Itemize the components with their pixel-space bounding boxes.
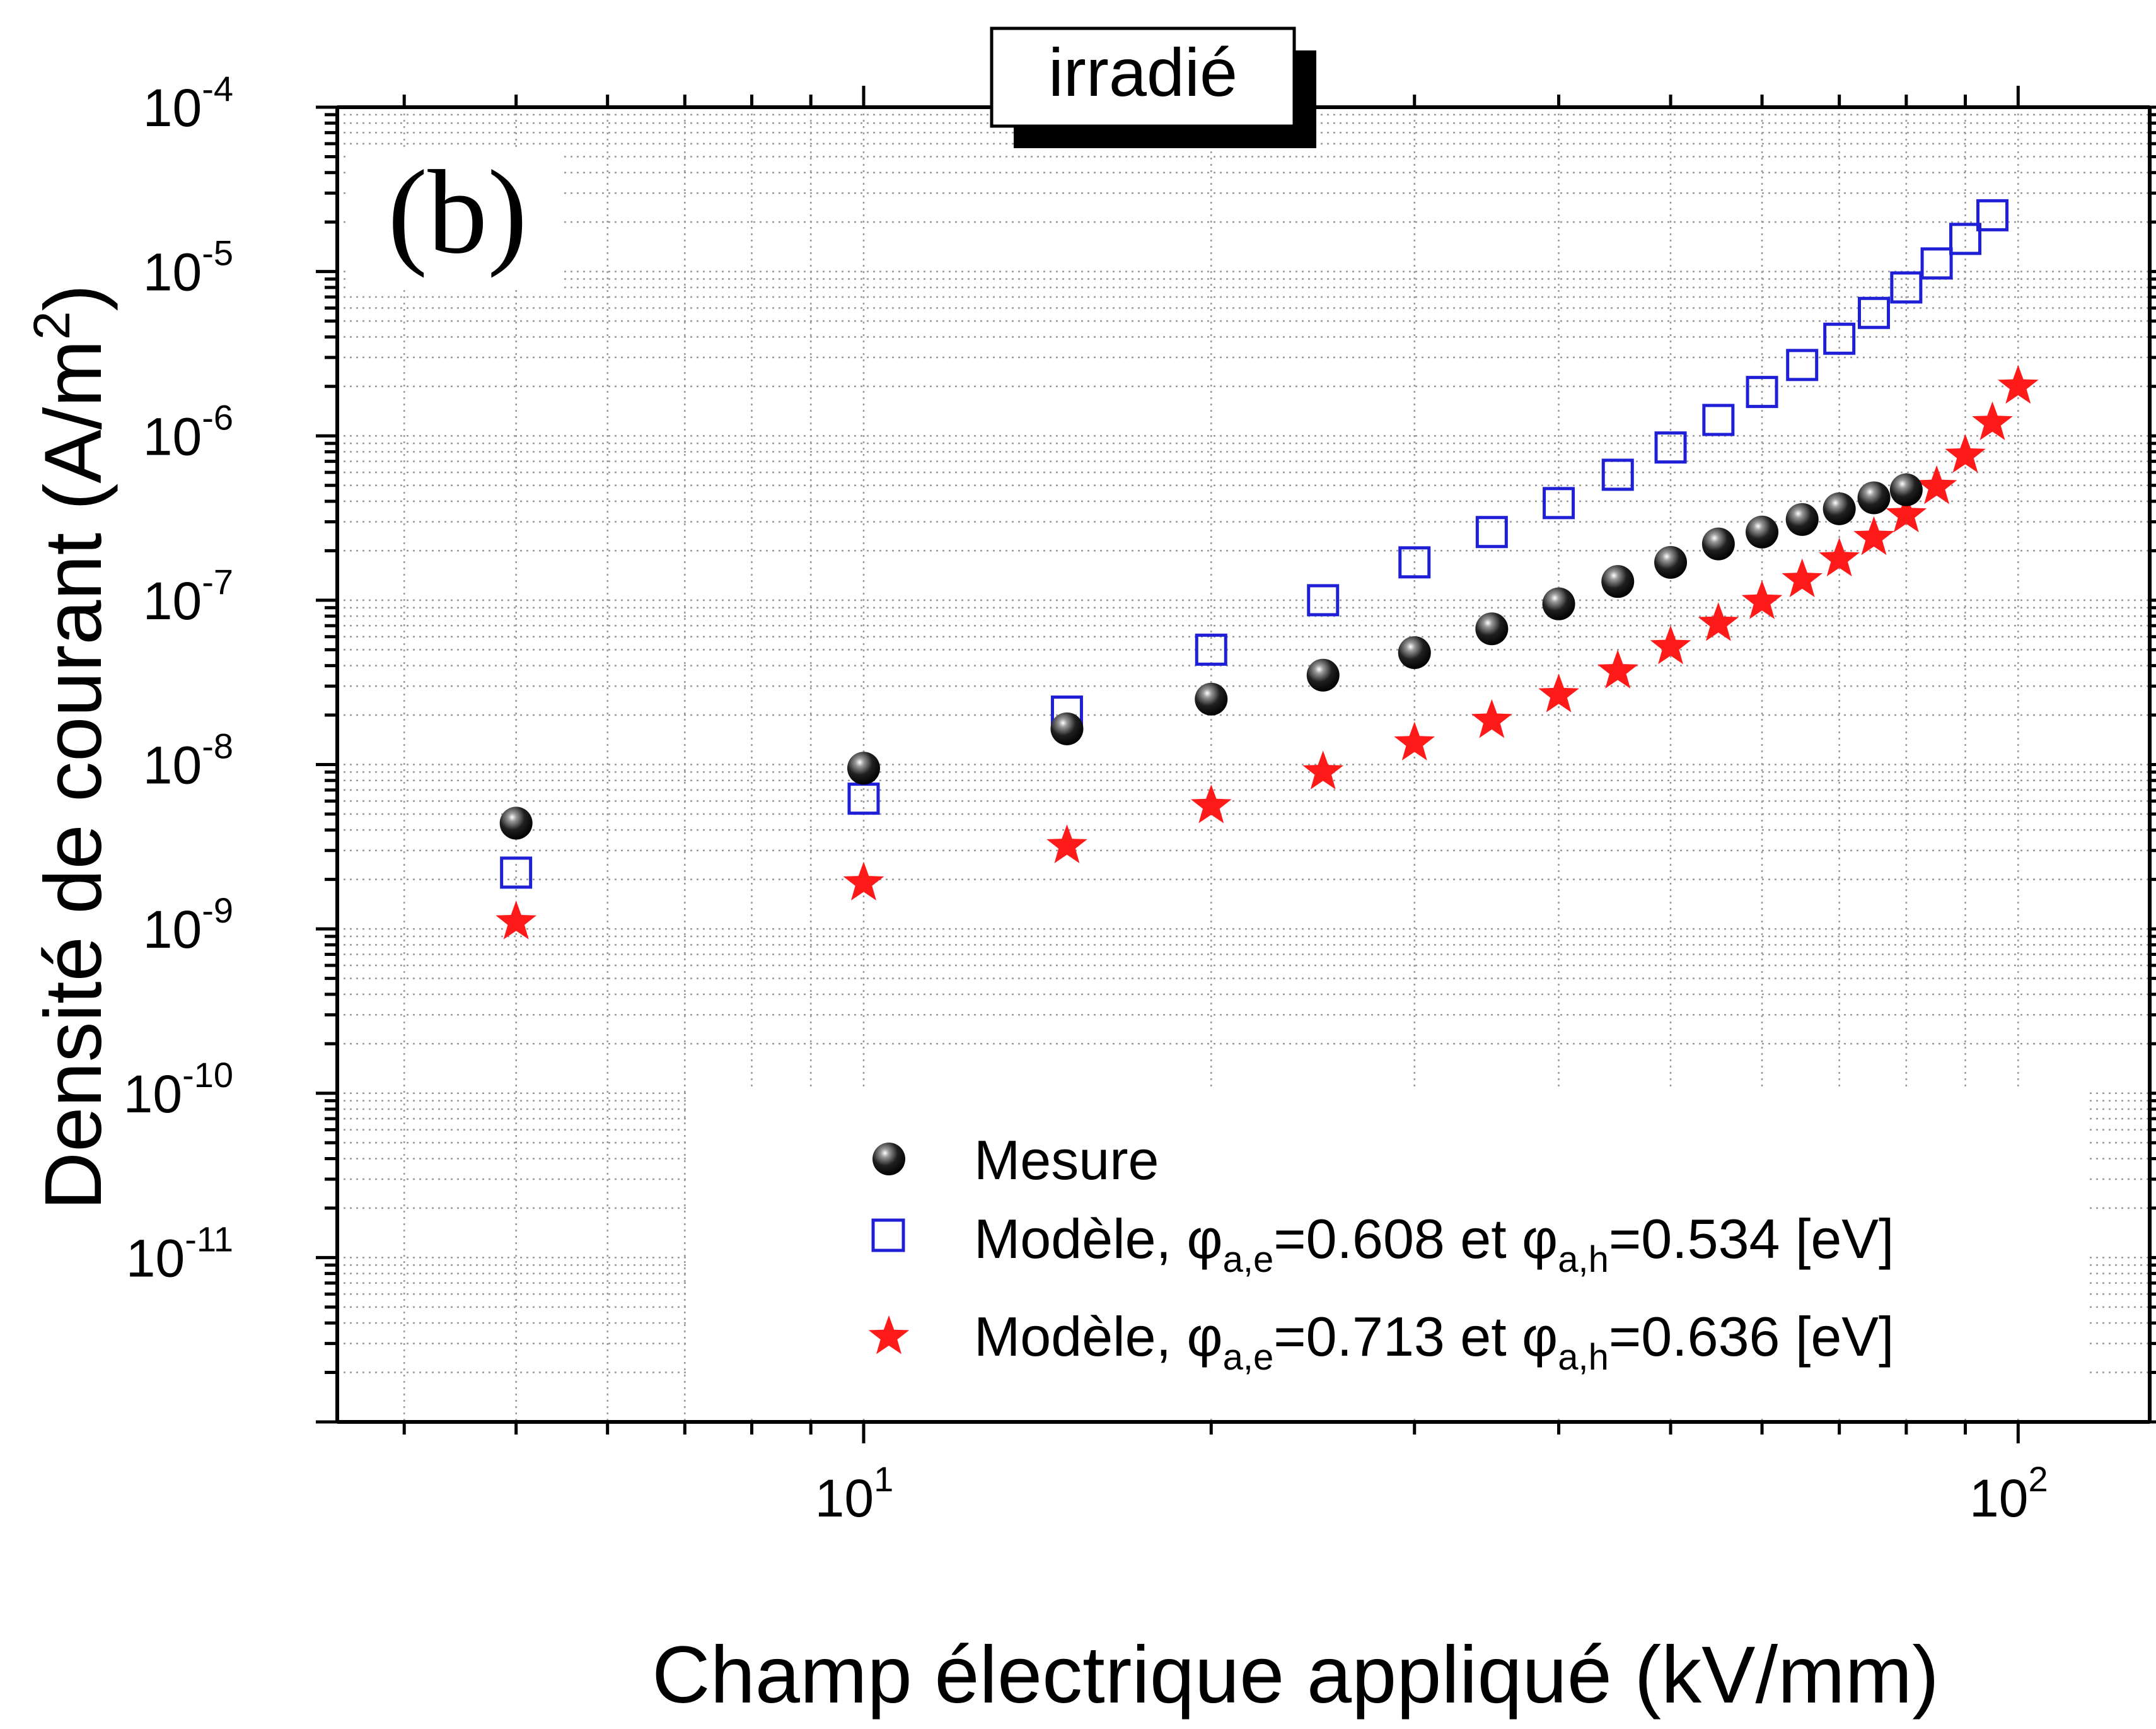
y-axis-title: Densité de courant (A/m2) <box>23 284 119 1210</box>
data-point-model-2 <box>1819 537 1860 577</box>
data-point-model-1 <box>1654 431 1687 464</box>
data-point-mesure <box>1857 481 1891 515</box>
y-tick-label: 10-7 <box>143 562 233 631</box>
data-point-mesure <box>1889 473 1923 506</box>
data-point-mesure <box>1050 712 1084 745</box>
data-point-model-2 <box>1538 673 1579 713</box>
data-point-model-2 <box>1886 493 1927 533</box>
data-point-model-2 <box>1945 434 1986 473</box>
x-tick-label: 102 <box>1969 1459 2048 1528</box>
y-tick-label: 10-4 <box>143 69 233 137</box>
data-point-mesure <box>1398 636 1431 669</box>
data-point-model-2 <box>1302 750 1344 789</box>
panel-label-bg <box>350 151 564 290</box>
legend-box <box>690 1088 2090 1416</box>
data-point-model-1 <box>1746 376 1778 409</box>
data-point-mesure <box>1701 527 1735 561</box>
data-point-model-1 <box>1601 458 1634 491</box>
data-point-model-1 <box>1543 487 1575 520</box>
data-point-model-2 <box>1394 721 1435 760</box>
chart-title: irradié <box>1048 34 1237 110</box>
data-point-mesure <box>1654 545 1688 579</box>
legend-marker-square <box>871 1218 905 1252</box>
data-point-model-2 <box>1650 625 1691 665</box>
data-point-mesure <box>1475 612 1509 646</box>
data-point-model-2 <box>1998 364 2039 404</box>
x-tick-label: 101 <box>815 1459 894 1528</box>
data-point-model-2 <box>1046 824 1087 863</box>
data-point-model-2 <box>1698 602 1739 641</box>
data-point-model-2 <box>1741 580 1783 619</box>
data-point-model-1 <box>1702 404 1735 436</box>
legend-label-model-2: Modèle, φa,e=0.713 et φa,h=0.636 [eV] <box>974 1305 1894 1378</box>
data-point-mesure <box>847 752 880 785</box>
data-point-mesure <box>1823 492 1856 525</box>
data-point-model-2 <box>1471 699 1512 738</box>
data-point-model-1 <box>1823 322 1856 355</box>
data-point-model-1 <box>1949 223 1982 255</box>
y-tick-label: 10-8 <box>143 726 233 795</box>
legend-marker-star <box>868 1315 910 1354</box>
data-point-model-1 <box>1858 296 1891 329</box>
data-point-model-2 <box>1190 784 1232 824</box>
data-point-model-2 <box>1597 649 1638 689</box>
data-point-model-2 <box>1853 516 1894 556</box>
data-point-model-1 <box>500 856 533 889</box>
panel-label: (b) <box>388 146 528 279</box>
y-tick-label: 10-11 <box>126 1219 233 1288</box>
data-point-model-1 <box>1786 349 1819 381</box>
data-point-model-2 <box>1782 558 1823 598</box>
legend-label-model-1: Modèle, φa,e=0.608 et φa,h=0.534 [eV] <box>974 1208 1894 1280</box>
legend-label-mesure: Mesure <box>974 1129 1159 1191</box>
data-point-mesure <box>499 806 533 840</box>
data-point-model-2 <box>843 861 884 900</box>
y-tick-label: 10-5 <box>143 233 233 302</box>
data-point-mesure <box>1746 515 1779 549</box>
data-point-mesure <box>1195 682 1228 716</box>
data-point-model-1 <box>1475 516 1508 549</box>
data-point-model-1 <box>1398 546 1431 579</box>
legend-item-model-2: Modèle, φa,e=0.713 et φa,h=0.636 [eV] <box>868 1305 1894 1378</box>
plot-series <box>496 199 2039 940</box>
data-point-model-1 <box>1890 271 1923 304</box>
data-point-model-2 <box>1916 465 1957 504</box>
legend-item-model-1: Modèle, φa,e=0.608 et φa,h=0.534 [eV] <box>871 1208 1894 1280</box>
data-point-mesure <box>1785 503 1819 536</box>
legend-marker-sphere <box>872 1143 905 1175</box>
data-point-mesure <box>1601 565 1635 598</box>
data-point-model-2 <box>1972 401 2013 441</box>
data-point-model-1 <box>1195 633 1227 666</box>
title-box: irradié <box>990 26 1316 148</box>
x-axis-title: Champ électrique appliqué (kV/mm) <box>652 1630 1939 1720</box>
data-point-model-1 <box>1976 199 2009 231</box>
data-point-model-1 <box>1920 247 1953 280</box>
data-point-model-2 <box>496 900 536 940</box>
y-tick-label: 10-6 <box>143 397 233 466</box>
data-point-model-1 <box>1307 584 1340 617</box>
data-point-mesure <box>1542 587 1575 620</box>
y-tick-label: 10-10 <box>124 1055 233 1124</box>
y-tick-label: 10-9 <box>143 890 233 959</box>
axes: 101 102 10-4 10-5 10-6 10-7 10-8 10-9 10-10 10-11 <box>124 69 2156 1528</box>
legend: Mesure Modèle, φa,e=0.608 et φa,h=0.534 … <box>868 1129 1894 1378</box>
legend-item-mesure: Mesure <box>872 1129 1159 1191</box>
data-point-mesure <box>1306 658 1340 692</box>
